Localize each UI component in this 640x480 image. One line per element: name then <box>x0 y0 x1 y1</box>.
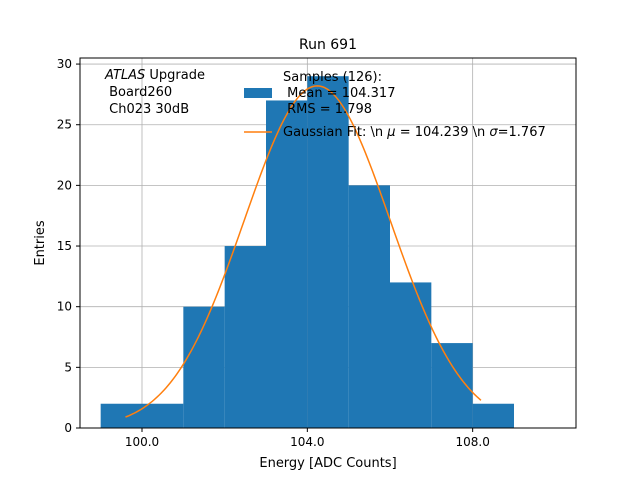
y-tick-label-1: 5 <box>64 360 72 374</box>
histogram-bar-5 <box>307 76 349 429</box>
histogram-bars <box>100 76 514 429</box>
histogram-bar-1 <box>142 403 184 428</box>
chart-title: Run 691 <box>299 37 357 53</box>
x-tick-label-2: 108.0 <box>455 435 489 449</box>
gaussian-fit <box>125 85 482 418</box>
y-tick-label-4: 20 <box>57 178 72 192</box>
histogram-bar-7 <box>390 282 432 428</box>
legend-fit-prefix: Gaussian Fit: \n <box>283 125 387 140</box>
y-tick-label-2: 10 <box>57 300 72 314</box>
annotation-line-2: Board260 <box>105 85 172 100</box>
histogram-bar-4 <box>266 100 308 428</box>
annotation-upgrade: Upgrade <box>145 68 205 83</box>
legend-fit-suffix: =1.767 <box>498 125 546 140</box>
legend-hist-line-1: Samples (126): <box>283 70 382 85</box>
y-tick-label-6: 30 <box>57 57 72 71</box>
annotation-line-1: ATLAS Upgrade <box>104 68 205 83</box>
y-tick-label-0: 0 <box>64 421 72 435</box>
plot-frame <box>79 57 577 429</box>
x-axis-label: Energy [ADC Counts] <box>259 456 396 471</box>
y-axis-label: Entries <box>33 220 48 266</box>
legend-hist-line-3: RMS = 1.798 <box>283 102 372 117</box>
legend-fit-middle: = 104.239 \n <box>396 125 490 140</box>
annotation-atlas: ATLAS <box>104 68 145 83</box>
histogram-bar-3 <box>224 246 266 428</box>
x-tick-label-0: 100.0 <box>125 435 159 449</box>
axis-ticks: 100.0 104.0 108.0 0 5 10 15 20 25 30 <box>57 57 490 449</box>
legend-hist-line-2: Mean = 104.317 <box>283 86 395 101</box>
histogram-bar-0 <box>100 403 142 428</box>
histogram-bar-2 <box>183 306 225 428</box>
legend-fit-label: Gaussian Fit: \n μ = 104.239 \n σ=1.767 <box>283 125 546 140</box>
atlas-annotation: ATLAS Upgrade Board260 Ch023 30dB <box>104 68 205 117</box>
legend-hist-swatch <box>244 88 272 98</box>
legend-fit-mu: μ <box>386 125 395 140</box>
y-tick-label-3: 15 <box>57 239 72 253</box>
fit-curve <box>125 85 482 418</box>
histogram-bar-9 <box>472 403 514 428</box>
legend: Samples (126): Mean = 104.317 RMS = 1.79… <box>244 70 546 140</box>
y-tick-label-5: 25 <box>57 118 72 132</box>
annotation-line-3: Ch023 30dB <box>105 102 189 117</box>
x-tick-label-1: 104.0 <box>290 435 324 449</box>
histogram-bar-6 <box>348 185 390 428</box>
legend-fit-sigma: σ <box>489 125 498 140</box>
